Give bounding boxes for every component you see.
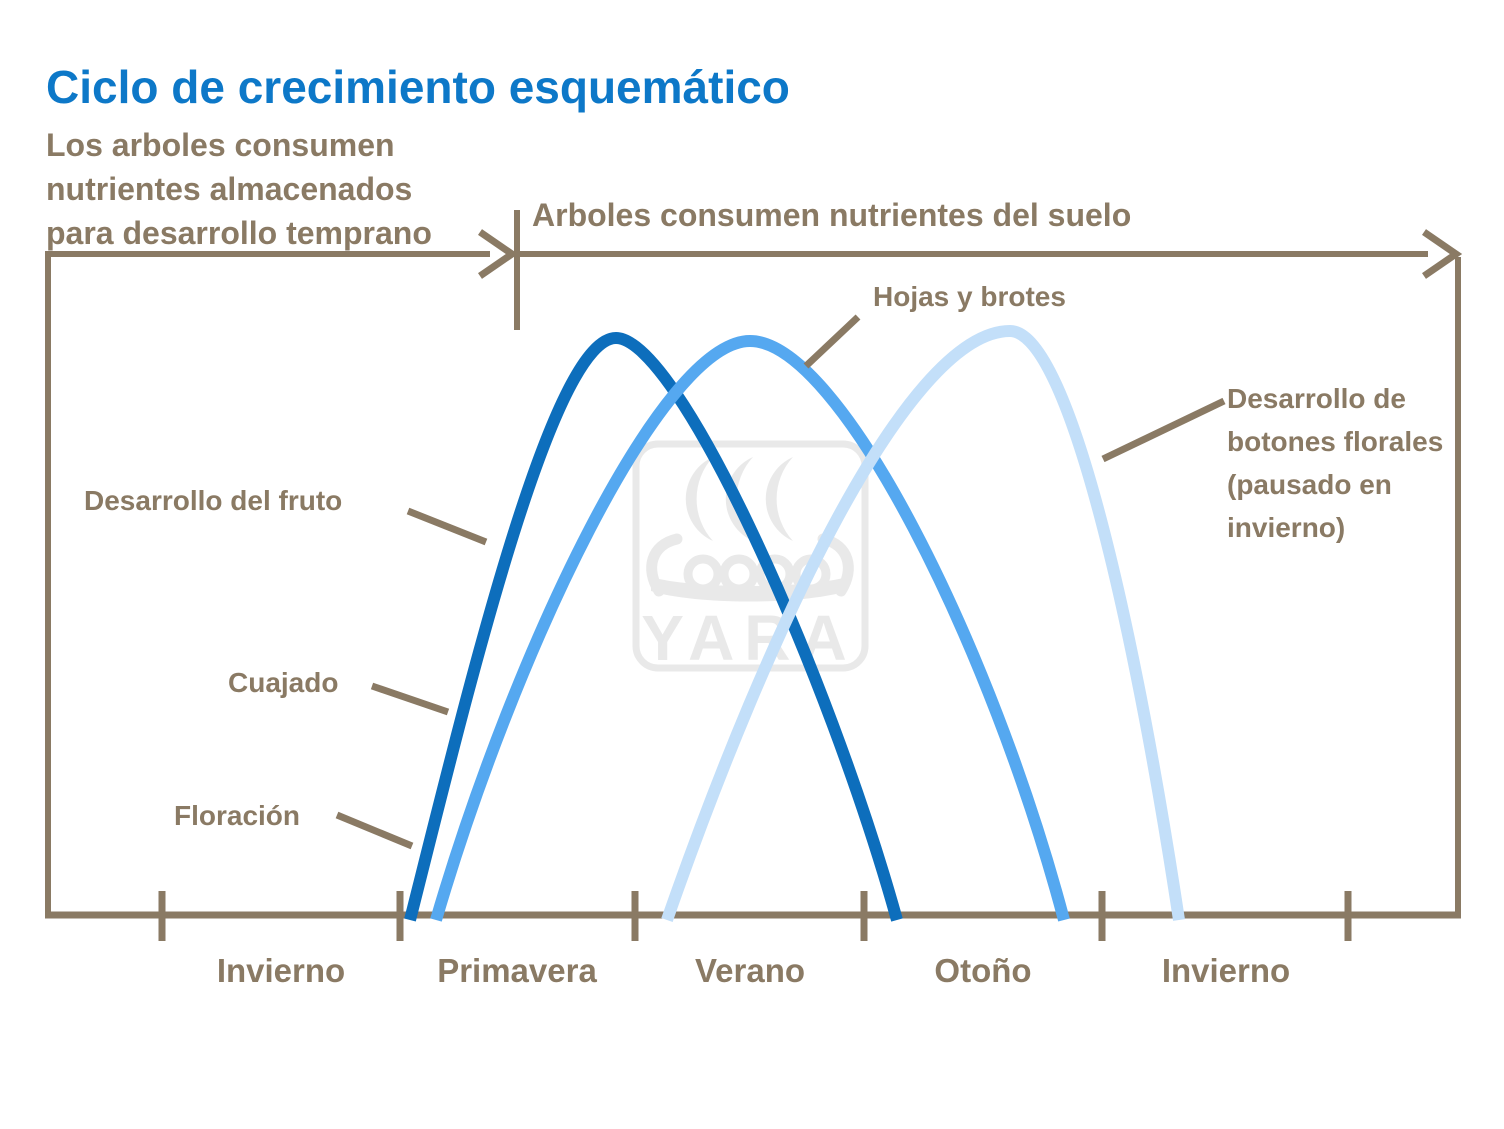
watermark-wordmark: YARA — [641, 602, 856, 674]
watermark-crescent-3 — [765, 457, 793, 541]
axis-frame — [45, 210, 1463, 941]
pointer-desarrollo-del-fruto — [406, 507, 488, 546]
stored-nutrients-caption: Los arboles consumen nutrientes almacena… — [46, 127, 432, 251]
season-label-primavera: Primavera — [437, 952, 597, 989]
season-label-invierno-2: Invierno — [1161, 952, 1291, 989]
label-hojas-y-brotes: Hojas y brotes — [873, 281, 1066, 312]
soil-nutrients-caption: Arboles consumen nutrientes del suelo — [532, 197, 1132, 233]
label-cuajado: Cuajado — [228, 667, 339, 698]
soil-nutrients-arrowhead-icon — [1422, 229, 1463, 279]
pointer-floracion — [335, 811, 414, 850]
label-floracion: Floración — [174, 800, 301, 831]
growth-curves — [404, 324, 1185, 922]
pointer-hojas-y-brotes — [803, 314, 861, 369]
watermark-crescent-2 — [725, 457, 753, 541]
pointer-cuajado — [370, 682, 450, 716]
label-desarrollo-del-fruto: Desarrollo del fruto — [84, 485, 343, 516]
annotation-pointers — [335, 314, 1226, 850]
curve-flower-bud-development — [661, 324, 1185, 922]
curve-leaves-and-shoots — [430, 334, 1070, 922]
watermark-ship-prow — [646, 533, 683, 597]
stored-nutrients-arrowhead-icon — [478, 229, 519, 279]
label-botones-florales: Desarrollo de botones florales (pausado … — [1227, 383, 1444, 543]
page-title: Ciclo de crecimiento esquemático — [46, 61, 790, 113]
yara-logo-watermark-icon: YARA — [632, 440, 869, 674]
pointer-botones-florales — [1101, 397, 1226, 463]
season-label-verano: Verano — [694, 952, 806, 989]
watermark-crescent-1 — [685, 457, 713, 541]
axis-ticks — [158, 891, 1352, 941]
season-label-invierno-1: Invierno — [216, 952, 346, 989]
season-label-otono: Otoño — [934, 952, 1032, 989]
curve-fruit-development — [404, 331, 903, 922]
watermark-frame — [632, 440, 869, 672]
